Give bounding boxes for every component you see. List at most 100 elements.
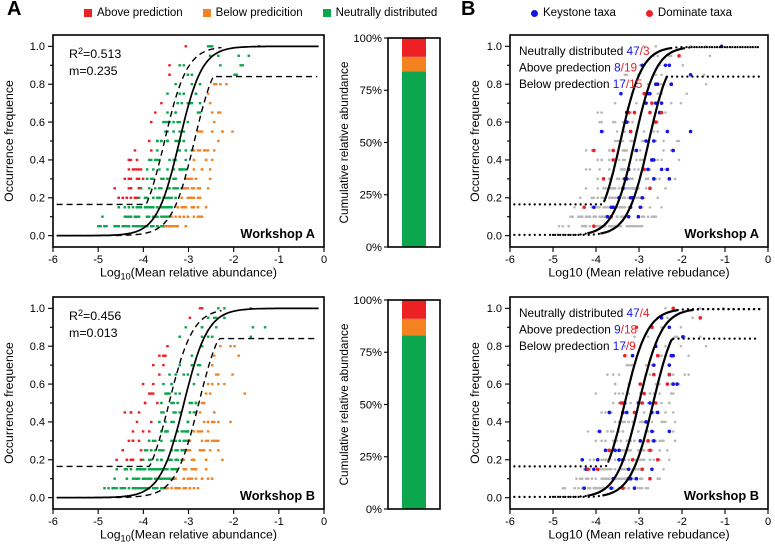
count-annotation: Below predection 17/9 <box>519 339 636 353</box>
y-tick-label: 25% <box>360 190 382 202</box>
count-annotation: Neutrally distributed 47/4 <box>519 306 650 320</box>
workshop-label: Workshop A <box>684 226 759 241</box>
x-tick-label: 0 <box>321 254 327 266</box>
keystone-dot-icon <box>531 9 538 17</box>
count-annotation: Above predection 8/19 <box>519 61 637 75</box>
x-tick-label: -1 <box>720 254 730 266</box>
x-tick-label: -3 <box>634 516 644 528</box>
ncm-fit-curve <box>587 47 685 235</box>
x-axis-title: Log10(Mean relative abundance) <box>100 528 277 544</box>
y-tick-label: 0.4 <box>487 417 502 429</box>
stacked-segments <box>402 38 426 247</box>
x-tick-label: -2 <box>229 254 239 266</box>
bar-segment-above <box>402 300 426 319</box>
ncm-fit-curve <box>587 308 693 497</box>
y-tick-label: 0.4 <box>487 155 502 167</box>
y-tick-label: 0.6 <box>487 117 502 129</box>
upper-ci-curve <box>513 459 610 468</box>
x-axis-title: Log10(Mean relative abundance) <box>100 266 277 282</box>
legend-label: Keystone taxa <box>543 7 616 19</box>
legend-label: Below predicition <box>215 7 303 19</box>
x-tick-label: 0 <box>321 516 327 528</box>
above-prediction-swatch-icon <box>84 9 92 17</box>
y-tick-label: 0% <box>366 242 382 254</box>
scatter-plot-ncm-workshop-b: -6 -5 -4 -3 -2 -1 0 0.0 0.2 0.4 0.6 0.8 1.0 Log10(Mea… <box>2 296 327 544</box>
y-tick-label: 1.0 <box>30 303 45 315</box>
x-axis-title: Log10 (Mean relative rebudance) <box>548 528 729 542</box>
y-tick-label: 1.0 <box>30 41 45 53</box>
y-tick-label: 100% <box>353 295 382 307</box>
axis-ticks <box>384 299 388 510</box>
fit-stats-annotation: m=0.235 <box>69 64 118 78</box>
model-curves <box>56 307 319 499</box>
bar-segment-below <box>402 56 426 72</box>
x-axis-title: Log10 (Mean relative rebudance) <box>548 266 729 280</box>
bar-segment-below <box>402 318 426 336</box>
y-tick-label: 25% <box>360 452 382 464</box>
points-layer <box>103 307 267 490</box>
lower-ci-curve <box>75 75 318 237</box>
x-tick-label: 0 <box>765 516 771 528</box>
y-tick-label: 75% <box>360 85 382 97</box>
model-curves <box>513 46 761 236</box>
y-axis-title: Occurrence frequence <box>468 342 482 464</box>
y-tick-label: 1.0 <box>487 41 502 53</box>
axis-ticks <box>48 307 325 514</box>
legend-panel-b: Keystone taxa Dominate taxa <box>531 7 732 19</box>
upper-ci-curve <box>513 199 606 206</box>
y-axis-title: Cumulative relative abundance <box>337 323 351 485</box>
y-tick-label: 0.0 <box>487 230 502 242</box>
y-tick-label: 0.4 <box>30 417 45 429</box>
y-axis-title: Cumulative relative abundance <box>337 61 351 223</box>
y-tick-label: 0.8 <box>30 79 45 91</box>
workshop-label: Workshop A <box>240 226 315 241</box>
scatter-plot-taxa-workshop-a: -6 -5 -4 -3 -2 -1 0 0.0 0.2 0.4 0.6 0.8 1.0 Log10 (Me… <box>468 34 771 280</box>
x-tick-label: -3 <box>184 254 194 266</box>
x-tick-label: -5 <box>548 516 558 528</box>
dominate-dot-icon <box>645 9 653 17</box>
count-annotation: Below predection 17/15 <box>519 77 643 91</box>
x-tick-label: -1 <box>720 516 730 528</box>
stacked-bar-workshop-a: 0% 25% 50% 75% 100% Cumulative relative abund… <box>337 33 441 254</box>
y-tick-label: 100% <box>353 33 382 45</box>
x-tick-label: -2 <box>677 254 687 266</box>
y-tick-label: 50% <box>360 137 382 149</box>
legend-item-above-prediction: Above prediction <box>84 7 183 19</box>
fit-stats-annotation: R2=0.513 <box>69 46 121 61</box>
model-curves <box>56 45 319 237</box>
count-annotation: Neutrally distributed 47/3 <box>519 44 650 58</box>
x-tick-label: -3 <box>184 516 194 528</box>
x-tick-label: -2 <box>229 516 239 528</box>
bar-segment-neutral <box>402 335 426 509</box>
axis-ticks <box>384 37 388 248</box>
axis-ticks <box>505 45 769 252</box>
upper-ci-curve <box>676 308 761 312</box>
legend-label: Dominate taxa <box>657 7 733 19</box>
bar-segment-neutral <box>402 71 426 247</box>
bar-segment-above <box>402 38 426 57</box>
x-tick-label: -1 <box>274 254 284 266</box>
x-tick-label: -4 <box>591 516 601 528</box>
x-tick-label: -4 <box>591 254 601 266</box>
axis-ticks <box>505 307 769 514</box>
x-tick-label: -6 <box>505 516 515 528</box>
x-tick-label: -5 <box>93 516 103 528</box>
x-tick-label: -2 <box>677 516 687 528</box>
x-tick-label: -1 <box>274 516 284 528</box>
upper-ci-curve <box>670 46 761 50</box>
legend-label: Above prediction <box>97 7 183 19</box>
y-tick-label: 0.6 <box>30 379 45 391</box>
x-tick-label: -6 <box>48 254 58 266</box>
legend-label: Neutrally distributed <box>335 7 438 19</box>
x-tick-label: -4 <box>138 254 148 266</box>
x-tick-label: -5 <box>93 254 103 266</box>
legend-item-keystone-taxa: Keystone taxa <box>531 7 616 19</box>
y-tick-label: 50% <box>360 399 382 411</box>
y-axis-title: Occurrence frequence <box>2 342 16 464</box>
y-tick-label: 0.2 <box>30 455 45 467</box>
lower-ci-curve <box>602 337 675 497</box>
y-tick-label: 0.0 <box>30 492 45 504</box>
upper-ci-curve <box>603 46 672 201</box>
workshop-label: Workshop B <box>684 488 759 503</box>
upper-ci-curve <box>56 309 222 468</box>
